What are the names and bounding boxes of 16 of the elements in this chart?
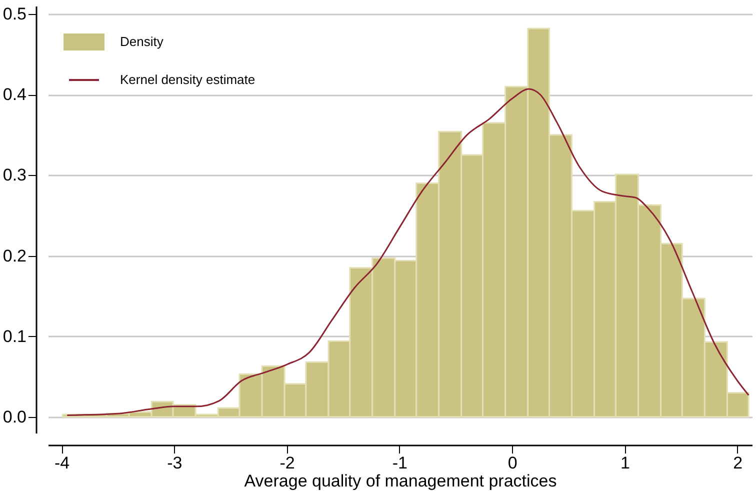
legend-label: Density (120, 34, 164, 49)
y-tick-label: 0.3 (2, 166, 26, 185)
x-tick-label: -1 (392, 454, 408, 472)
y-tick-label: 0.2 (2, 246, 26, 266)
x-tick-label: -3 (167, 454, 182, 472)
y-tick-label: 0.1 (2, 326, 26, 346)
x-tick-label: 2 (733, 454, 743, 472)
y-tick-label: 0.0 (2, 407, 26, 426)
x-tick-label: -4 (54, 454, 70, 472)
x-tick-label: 0 (508, 454, 518, 472)
x-tick-label: 1 (620, 454, 630, 472)
y-tick-label: 0.4 (2, 85, 26, 104)
x-axis-title: Average quality of management practices (244, 472, 557, 490)
legend-label: Kernel density estimate (120, 72, 256, 87)
x-tick-label: -2 (280, 454, 295, 472)
y-tick-label: 0.5 (2, 4, 26, 24)
